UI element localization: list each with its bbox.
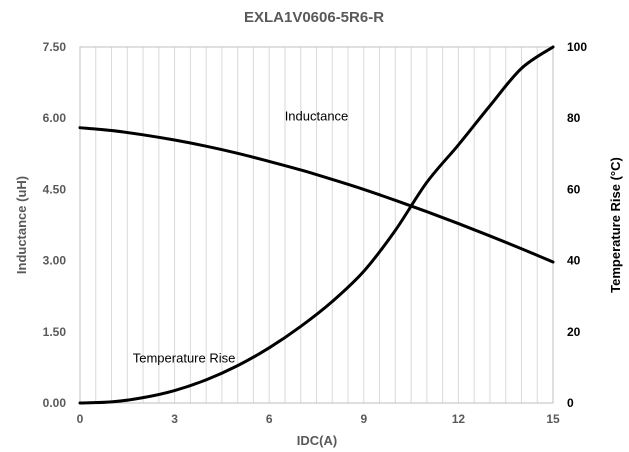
y-tick-label: 3.00 xyxy=(43,254,67,268)
y2-tick-label: 60 xyxy=(567,182,581,196)
y-tick-label: 0.00 xyxy=(43,396,67,410)
y2-tick-label: 80 xyxy=(567,111,581,125)
y-axis-label: Inductance (uH) xyxy=(14,176,29,274)
x-tick-label: 3 xyxy=(171,412,178,426)
chart-title: EXLA1V0606-5R6-R xyxy=(244,9,384,26)
series-line-inductance xyxy=(78,126,555,264)
x-tick-label: 12 xyxy=(452,412,466,426)
x-tick-label: 9 xyxy=(360,412,367,426)
annotation-temperature-rise: Temperature Rise xyxy=(133,351,236,366)
annotation-layer: Inductance Temperature Rise xyxy=(133,109,349,366)
y2-tick-label: 20 xyxy=(567,325,581,339)
x-axis-label: IDC(A) xyxy=(297,433,337,448)
annotation-inductance: Inductance xyxy=(285,109,349,124)
y-tick-label: 7.50 xyxy=(43,40,67,54)
plot-frame xyxy=(79,46,554,404)
x-tick-label: 15 xyxy=(546,412,560,426)
x-tick-label: 6 xyxy=(266,412,273,426)
y-tick-label: 4.50 xyxy=(43,182,67,196)
y-tick-label: 6.00 xyxy=(43,111,67,125)
x-tick-label: 0 xyxy=(77,412,84,426)
grid xyxy=(79,47,554,403)
y2-tick-label: 40 xyxy=(567,254,581,268)
x-axis-ticks: 0 3 6 9 12 15 xyxy=(77,412,560,426)
y-axis-ticks: 0.00 1.50 3.00 4.50 6.00 7.50 xyxy=(43,40,67,410)
series-layer xyxy=(78,45,555,405)
y-tick-label: 1.50 xyxy=(43,325,67,339)
series-line-temperature-rise xyxy=(78,45,555,405)
y2-tick-label: 0 xyxy=(567,396,574,410)
y2-axis-ticks: 0 20 40 60 80 100 xyxy=(567,40,587,410)
y2-tick-label: 100 xyxy=(567,40,587,54)
y2-axis-label: Temperature Rise (°C) xyxy=(608,157,623,293)
